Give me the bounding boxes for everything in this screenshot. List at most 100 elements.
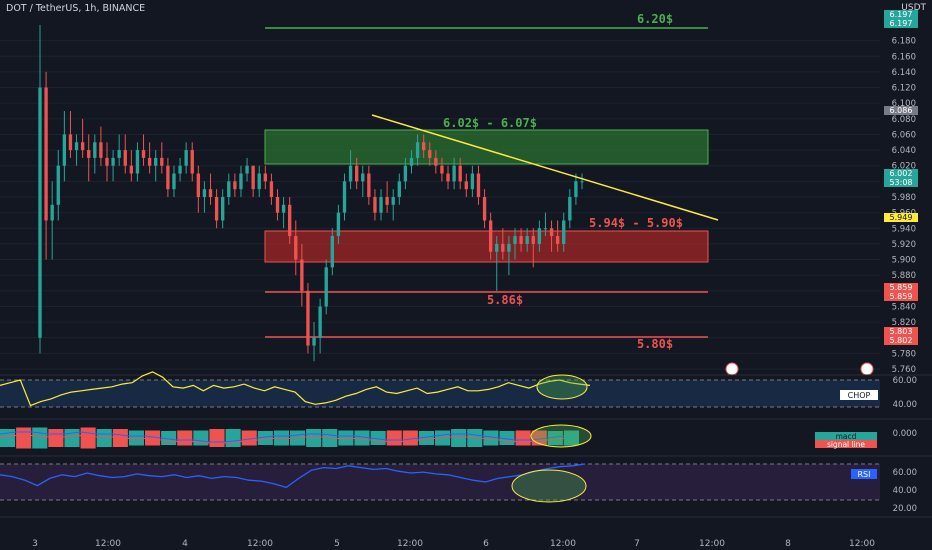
candle-body[interactable] — [294, 236, 298, 260]
candle-body[interactable] — [44, 87, 48, 221]
candle-body[interactable] — [196, 173, 201, 197]
candle-body[interactable] — [318, 306, 322, 338]
candle-body[interactable] — [476, 173, 481, 197]
candle-body[interactable] — [440, 165, 444, 174]
candle-body[interactable] — [38, 87, 42, 338]
candle-body[interactable] — [482, 197, 487, 221]
candle-body[interactable] — [166, 165, 170, 190]
candle-body[interactable] — [373, 197, 377, 213]
candle-body[interactable] — [275, 197, 280, 213]
candle-body[interactable] — [68, 134, 73, 151]
candle-body[interactable] — [361, 173, 365, 182]
candle-body[interactable] — [421, 142, 426, 151]
candle-body[interactable] — [99, 142, 103, 158]
candle-body[interactable] — [495, 243, 499, 252]
candle-body[interactable] — [537, 228, 542, 244]
candle-body[interactable] — [147, 157, 152, 166]
candle-body[interactable] — [263, 173, 268, 182]
candle-body[interactable] — [251, 165, 255, 190]
candle-body[interactable] — [330, 236, 334, 268]
time-axis[interactable]: 3 12:00 4 12:00 5 12:00 6 12:00 7 12:00 8 12:00 — [32, 539, 875, 549]
candle-body[interactable] — [190, 150, 194, 174]
candle-body[interactable] — [348, 165, 353, 182]
macd-bar — [0, 429, 16, 447]
candle-body[interactable] — [245, 165, 249, 174]
resistance-zone[interactable] — [264, 129, 709, 165]
candle-body[interactable] — [129, 165, 134, 174]
candle-body[interactable] — [184, 150, 188, 166]
candle-body[interactable] — [336, 212, 341, 237]
candle-body[interactable] — [87, 150, 91, 158]
candle-body[interactable] — [56, 165, 60, 205]
candle-body[interactable] — [446, 173, 450, 182]
candle-body[interactable] — [452, 165, 456, 182]
candle-body[interactable] — [154, 157, 158, 166]
candle-body[interactable] — [214, 197, 219, 221]
candle-body[interactable] — [62, 134, 67, 166]
candle-body[interactable] — [543, 228, 548, 230]
trendline[interactable] — [371, 114, 719, 221]
candle-body[interactable] — [379, 197, 383, 213]
candle-body[interactable] — [123, 150, 127, 166]
candle-body[interactable] — [507, 243, 511, 252]
candle-body[interactable] — [488, 220, 493, 252]
candle-body[interactable] — [464, 181, 468, 190]
rsi-line[interactable] — [0, 463, 586, 489]
candle-body[interactable] — [50, 204, 54, 221]
candle-body[interactable] — [501, 243, 505, 252]
candle-body[interactable] — [354, 165, 359, 182]
candle-body[interactable] — [227, 181, 231, 197]
candle-body[interactable] — [105, 157, 109, 166]
candle-body[interactable] — [580, 181, 584, 183]
candle-body[interactable] — [160, 157, 164, 166]
candle-body[interactable] — [409, 157, 414, 166]
candle-body[interactable] — [428, 150, 432, 158]
economic-event-icon[interactable] — [860, 362, 874, 376]
candle-body[interactable] — [306, 290, 310, 346]
candle-body[interactable] — [111, 157, 115, 166]
candle-body[interactable] — [257, 173, 261, 190]
candle-body[interactable] — [117, 150, 121, 158]
candle-body[interactable] — [531, 236, 535, 244]
candle-body[interactable] — [574, 181, 578, 197]
candle-body[interactable] — [519, 236, 523, 244]
candle-body[interactable] — [312, 337, 316, 346]
candle-body[interactable] — [549, 228, 554, 237]
candle-body[interactable] — [367, 173, 371, 197]
candle-body[interactable] — [434, 157, 438, 166]
candle-body[interactable] — [513, 236, 517, 244]
candle-body[interactable] — [221, 197, 225, 221]
candle-body[interactable] — [208, 189, 213, 197]
candle-body[interactable] — [568, 197, 572, 221]
candle-body[interactable] — [555, 236, 560, 244]
candle-body[interactable] — [80, 142, 85, 151]
candle-body[interactable] — [385, 197, 389, 205]
candle-body[interactable] — [470, 173, 475, 190]
candle-body[interactable] — [74, 142, 79, 151]
candle-body[interactable] — [288, 204, 292, 237]
candle-body[interactable] — [562, 220, 566, 244]
candle-body[interactable] — [525, 236, 529, 244]
candle-body[interactable] — [93, 142, 97, 158]
candle-body[interactable] — [324, 267, 328, 307]
candle-body[interactable] — [300, 259, 304, 291]
candle-body[interactable] — [233, 181, 237, 190]
chop-line[interactable] — [0, 371, 591, 407]
candle-body[interactable] — [391, 197, 395, 205]
candle-body[interactable] — [269, 181, 274, 197]
candle-body[interactable] — [403, 165, 408, 182]
candle-body[interactable] — [415, 142, 420, 158]
economic-event-icon[interactable] — [725, 362, 739, 376]
candle-body[interactable] — [342, 181, 347, 213]
candle-body[interactable] — [172, 173, 176, 190]
symbol-title[interactable]: DOT / TetherUS, 1h, BINANCE — [6, 3, 146, 14]
candle-body[interactable] — [458, 165, 462, 182]
candle-body[interactable] — [239, 173, 243, 190]
candle-body[interactable] — [397, 181, 401, 197]
candle-body[interactable] — [135, 150, 140, 174]
candle-body[interactable] — [281, 204, 286, 213]
candle-body[interactable] — [178, 165, 182, 174]
candle-body[interactable] — [202, 189, 207, 197]
candle-body[interactable] — [141, 150, 146, 158]
